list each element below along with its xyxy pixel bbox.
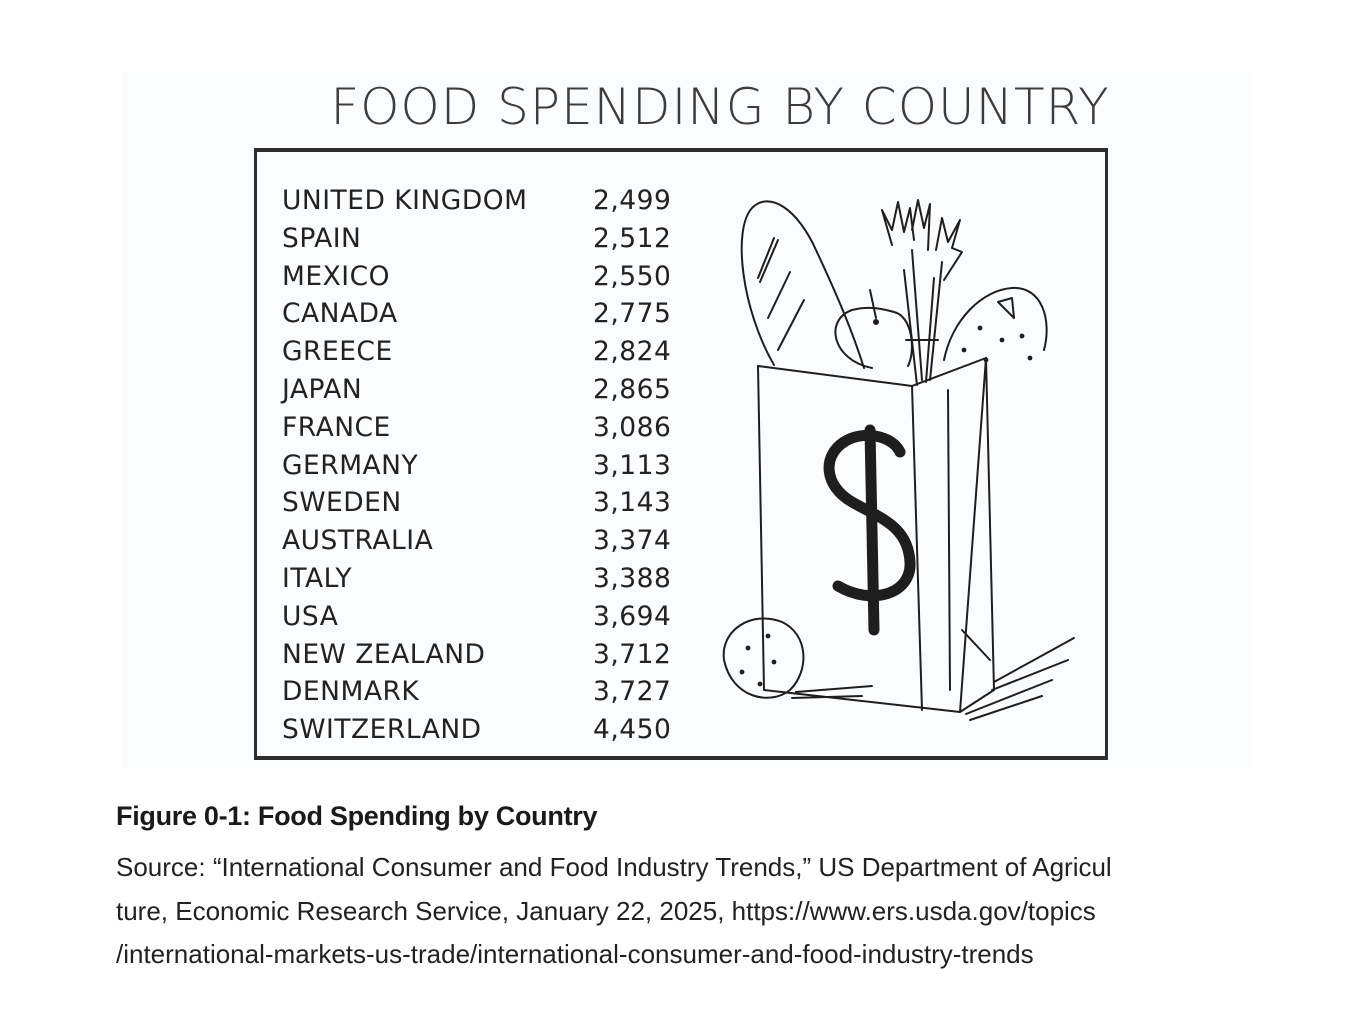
figure-caption: Figure 0-1: Food Spending by Country Sou… (116, 796, 1256, 977)
country-name: SWEDEN (282, 487, 402, 519)
spending-value: 2,775 (593, 298, 672, 330)
country-name: NEW ZEALAND (282, 638, 486, 670)
table-row: UNITED KINGDOM 2,499 (282, 182, 671, 220)
spending-value: 2,865 (593, 373, 672, 405)
country-name: CANADA (282, 298, 398, 330)
table-row: AUSTRALIA 3,374 (282, 522, 671, 560)
table-row: GREECE 2,824 (282, 333, 671, 371)
table-row: USA 3,694 (282, 598, 671, 636)
country-name: USA (282, 600, 339, 632)
spending-value: 3,694 (593, 600, 672, 632)
country-name: SPAIN (282, 222, 362, 254)
spending-value: 2,499 (593, 185, 672, 216)
bread-loaf-icon (943, 286, 1048, 363)
paper-bag-icon (757, 357, 1075, 721)
apple-icon (834, 289, 913, 369)
country-name: JAPAN (282, 373, 363, 405)
country-name: SWITZERLAND (282, 714, 482, 746)
table-row: SWITZERLAND 4,450 (282, 711, 671, 749)
caption-source: Source: “International Consumer and Food… (116, 846, 1256, 977)
table-row: ITALY 3,388 (282, 560, 671, 598)
spending-value: 2,512 (593, 222, 672, 254)
country-name: DENMARK (282, 676, 420, 708)
country-name: GREECE (282, 336, 393, 368)
table-row: JAPAN 2,865 (282, 371, 671, 409)
table-frame (254, 148, 1108, 760)
country-name: MEXICO (282, 260, 390, 292)
country-name: AUSTRALIA (282, 525, 434, 557)
baguette-icon (740, 200, 865, 369)
country-name: FRANCE (282, 411, 391, 443)
country-name: GERMANY (282, 449, 419, 481)
herbs-icon (881, 199, 963, 386)
caption-title: Figure 0-1: Food Spending by Country (116, 801, 598, 831)
source-line: /international-markets-us-trade/internat… (116, 939, 1034, 969)
spending-value: 3,086 (593, 411, 672, 443)
table-row: MEXICO 2,550 (282, 258, 671, 296)
figure-panel: FOOD SPENDING BY COUNTRY UNITED KINGDOM 2… (122, 72, 1252, 768)
dollar-sign-icon (823, 424, 916, 636)
grocery-bag-with-dollar-sign-icon (722, 199, 1075, 721)
spending-value: 4,450 (593, 714, 672, 746)
table-row: DENMARK 3,727 (282, 673, 671, 711)
spending-value: 3,143 (593, 487, 672, 519)
spending-value: 3,113 (593, 449, 672, 481)
spending-value: 2,550 (593, 260, 672, 292)
figure-title: FOOD SPENDING BY COUNTRY (330, 78, 1110, 136)
source-line: Source: “International Consumer and Food… (116, 852, 1112, 882)
table-row: SWEDEN 3,143 (282, 484, 671, 522)
source-line: ture, Economic Research Service, January… (116, 895, 1096, 926)
bun-icon (722, 617, 873, 699)
country-name: ITALY (282, 562, 353, 594)
table-row: NEW ZEALAND 3,712 (282, 636, 671, 674)
spending-table: UNITED KINGDOM 2,499 SPAIN 2,512 MEXICO 2,5… (282, 182, 671, 749)
country-name: UNITED KINGDOM (282, 185, 528, 216)
table-row: SPAIN 2,512 (282, 220, 671, 258)
spending-value: 2,824 (593, 336, 672, 368)
spending-value: 3,388 (593, 562, 672, 594)
table-row: CANADA 2,775 (282, 295, 671, 333)
spending-value: 3,712 (593, 638, 672, 670)
table-row: FRANCE 3,086 (282, 409, 671, 447)
spending-value: 3,374 (593, 525, 672, 557)
table-row: GERMANY 3,113 (282, 447, 671, 485)
spending-value: 3,727 (593, 676, 672, 708)
